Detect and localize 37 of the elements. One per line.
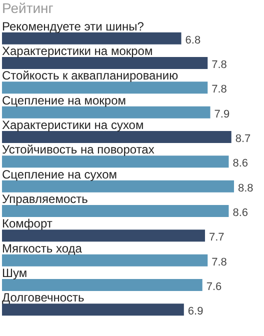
data-label: 7.6 bbox=[206, 281, 222, 293]
data-label: 7.8 bbox=[212, 84, 227, 96]
y-tick-label: Рекомендуете эти шины? bbox=[2, 19, 144, 34]
y-tick-label: Характеристики на сухом bbox=[2, 118, 144, 132]
y-tick-label: Комфорт bbox=[2, 216, 53, 231]
data-label: 8.6 bbox=[232, 207, 248, 219]
bar bbox=[2, 32, 182, 44]
bar bbox=[2, 82, 208, 94]
y-tick-label: Шум bbox=[2, 266, 28, 280]
y-tick-label: Мягкость хода bbox=[2, 241, 82, 256]
bar bbox=[2, 180, 234, 192]
y-tick-label: Стойкость к аквапланированию bbox=[2, 68, 178, 83]
data-label: 6.9 bbox=[188, 306, 204, 318]
bar bbox=[2, 304, 184, 316]
y-tick-label: Управляемость bbox=[2, 192, 88, 206]
bar bbox=[2, 254, 208, 266]
bar bbox=[2, 131, 232, 143]
chart-title: Рейтинг bbox=[2, 0, 54, 16]
bar bbox=[2, 106, 210, 118]
bar bbox=[2, 57, 208, 69]
data-label: 6.8 bbox=[185, 34, 201, 46]
y-tick-label: Долговечность bbox=[2, 290, 84, 305]
data-label: 7.9 bbox=[214, 108, 230, 120]
data-label: 8.6 bbox=[232, 158, 248, 170]
y-tick-label: Сцепление на мокром bbox=[2, 93, 126, 108]
data-label: 7.7 bbox=[209, 232, 224, 244]
y-tick-label: Характеристики на мокром bbox=[2, 44, 153, 58]
bar bbox=[2, 205, 229, 217]
data-label: 7.8 bbox=[212, 256, 227, 268]
data-label: 7.8 bbox=[212, 59, 227, 71]
bar bbox=[2, 230, 205, 242]
y-tick-label: Устойчивость на поворотах bbox=[2, 142, 154, 157]
data-label: 8.7 bbox=[235, 133, 251, 145]
bar bbox=[2, 156, 229, 168]
data-label: 8.8 bbox=[238, 182, 254, 194]
bar bbox=[2, 279, 202, 291]
y-tick-label: Сцепление на сухом bbox=[2, 167, 118, 182]
